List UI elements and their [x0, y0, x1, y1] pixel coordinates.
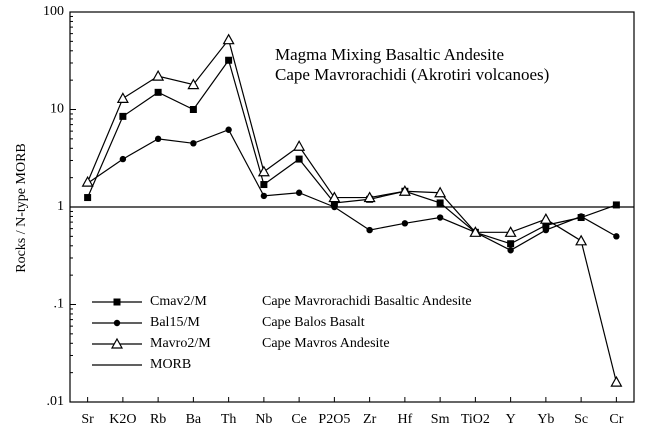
marker-circle	[154, 135, 162, 143]
marker-circle	[613, 233, 620, 240]
x-tick-label: K2O	[109, 412, 136, 427]
legend-description: Cape Mavros Andesite	[262, 336, 390, 351]
x-tick-label: Zr	[363, 412, 377, 427]
y-tick-label: 10	[50, 102, 64, 117]
x-tick-label: P2O5	[318, 412, 350, 427]
legend-label: Mavro2/M	[150, 336, 211, 351]
series-line	[87, 128, 617, 251]
x-tick-label: Cr	[609, 412, 623, 427]
marker-square	[189, 106, 197, 113]
x-tick-label: TiO2	[461, 412, 490, 427]
marker-triangle	[187, 78, 200, 90]
marker-triangle	[152, 69, 165, 81]
x-tick-label: Y	[506, 412, 516, 427]
marker-triangle	[257, 165, 270, 177]
marker-square	[330, 199, 338, 207]
marker-triangle	[610, 375, 623, 387]
marker-circle	[507, 247, 514, 254]
marker-circle	[401, 220, 409, 227]
marker-square	[260, 181, 268, 189]
marker-circle	[366, 226, 373, 234]
chart-title: Magma Mixing Basaltic Andesite	[275, 45, 504, 64]
marker-triangle	[363, 191, 376, 203]
marker-circle	[436, 214, 444, 221]
marker-triangle	[539, 212, 552, 224]
marker-triangle	[504, 226, 517, 237]
legend-label: Bal15/M	[150, 315, 200, 330]
series-line	[87, 38, 617, 383]
marker-triangle	[222, 33, 235, 45]
marker-square	[154, 88, 162, 96]
legend-description: Cape Mavrorachidi Basaltic Andesite	[262, 294, 472, 309]
x-tick-label: Sm	[431, 412, 450, 427]
marker-square	[436, 199, 444, 207]
series-line	[87, 58, 617, 245]
marker-circle	[295, 189, 303, 196]
marker-triangle	[434, 186, 447, 198]
marker-triangle	[116, 92, 129, 103]
x-tick-label: Sr	[81, 412, 94, 427]
x-tick-label: Nb	[255, 412, 272, 427]
marker-triangle	[293, 139, 306, 151]
marker-square	[84, 194, 92, 202]
x-tick-label: Th	[221, 412, 237, 427]
marker-circle	[577, 213, 585, 220]
marker-square	[612, 201, 620, 209]
y-tick-label: 1	[57, 199, 64, 214]
x-tick-label: Ce	[291, 412, 307, 427]
legend-description: Cape Balos Basalt	[262, 315, 365, 330]
x-tick-label: Yb	[537, 412, 554, 427]
marker-triangle	[328, 191, 341, 203]
marker-square	[225, 56, 233, 64]
x-tick-label: Hf	[397, 412, 412, 427]
marker-square	[119, 112, 127, 120]
marker-circle	[260, 192, 268, 200]
chart-subtitle: Cape Mavrorachidi (Akrotiri volcanoes)	[275, 65, 549, 84]
y-tick-label: .01	[47, 394, 65, 409]
legend-label: Cmav2/M	[150, 294, 207, 309]
marker-square	[507, 240, 515, 248]
y-tick-label: 100	[43, 4, 64, 19]
x-tick-label: Sc	[574, 412, 588, 427]
marker-square	[542, 221, 550, 229]
marker-circle	[119, 155, 127, 163]
marker-circle	[225, 126, 232, 133]
marker-square	[295, 155, 303, 163]
y-axis-label: Rocks / N-type MORB	[14, 143, 29, 273]
marker-square	[113, 298, 121, 306]
marker-circle	[190, 140, 197, 147]
y-tick-label: .1	[54, 297, 65, 312]
legend-label: MORB	[150, 357, 191, 372]
marker-circle	[113, 319, 121, 327]
x-tick-label: Ba	[186, 412, 202, 427]
marker-triangle	[575, 234, 588, 246]
marker-circle	[542, 226, 550, 234]
marker-triangle	[469, 226, 482, 237]
marker-triangle	[110, 337, 124, 349]
x-tick-label: Rb	[150, 412, 166, 427]
marker-triangle	[398, 185, 411, 196]
marker-triangle	[81, 175, 94, 187]
